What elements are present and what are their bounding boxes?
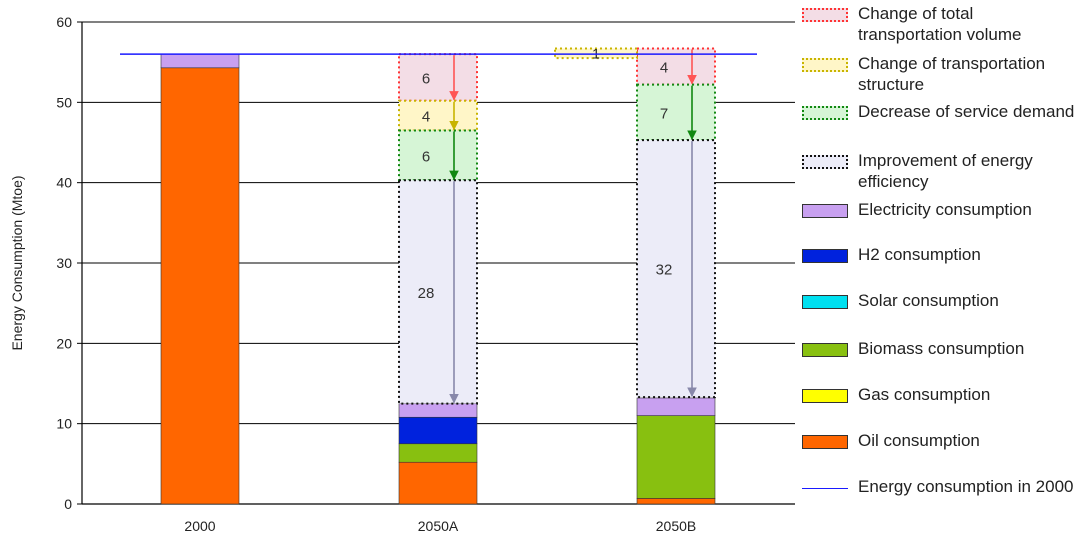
reduction-box-decrease-of-service-demand <box>636 83 716 142</box>
legend-label: Improvement of energy efficiency <box>858 151 1033 191</box>
legend-label: H2 consumption <box>858 245 981 264</box>
bar-segment-biomass-consumption <box>636 415 716 499</box>
legend-label: Solar consumption <box>858 291 999 310</box>
reduction-value-label: 4 <box>660 60 668 77</box>
legend-swatch <box>802 435 848 449</box>
x-tick-label: 2000 <box>184 518 215 534</box>
y-axis-label: Energy Consumption (Mtoe) <box>9 175 25 350</box>
reduction-value-label: 4 <box>422 109 430 126</box>
legend-label: Decrease of service demand <box>858 102 1075 121</box>
reduction-box-decrease-of-service-demand <box>398 129 478 182</box>
legend-label: Energy consumption in 2000 <box>858 477 1074 496</box>
y-tick-label: 20 <box>56 335 72 351</box>
legend-swatch <box>802 58 848 72</box>
legend-label: Biomass consumption <box>858 339 1025 358</box>
legend-swatch <box>802 488 848 489</box>
y-tick-label: 50 <box>56 94 72 110</box>
y-tick-label: 40 <box>56 175 72 191</box>
reduction-box-improvement-of-energy-efficiency <box>398 179 478 405</box>
chart-plot-area: 0 10 20 30 40 50 60 Energy Consumption (Mtoe) 20… <box>9 14 795 534</box>
reduction-box-change-of-transportation-structure <box>398 99 478 132</box>
legend-label: Electricity consumption <box>858 200 1032 219</box>
bar-segment-biomass-consumption <box>398 443 478 463</box>
legend-swatch <box>802 249 848 263</box>
legend-swatch <box>802 155 848 169</box>
reduction-value-label: 6 <box>422 70 430 87</box>
x-tick-label: 2050A <box>418 518 459 534</box>
y-tick-label: 30 <box>56 255 72 271</box>
y-tick-label: 10 <box>56 416 72 432</box>
bar-segment-oil-consumption <box>160 67 240 505</box>
bar-segment-electricity-consumption <box>398 403 478 418</box>
reduction-value-label: 32 <box>656 262 673 279</box>
reduction-value-label: 28 <box>418 285 435 302</box>
legend-swatch <box>802 8 848 22</box>
bar-segment-h2-consumption <box>398 416 478 445</box>
legend-swatch <box>802 295 848 309</box>
y-tick-label: 0 <box>64 496 72 512</box>
legend-label: Change of transportation structure <box>858 54 1046 94</box>
bar-segment-oil-consumption <box>398 461 478 505</box>
reduction-box-improvement-of-energy-efficiency <box>636 139 716 399</box>
x-tick-label: 2050B <box>656 518 696 534</box>
legend-swatch <box>802 389 848 403</box>
legend-label: Change of total transportation volume <box>858 4 1022 44</box>
reduction-value-label: 6 <box>422 148 430 165</box>
reduction-box-change-of-total-transportation-volume <box>398 53 478 102</box>
increase-box-change-of-transportation-structure <box>554 47 638 60</box>
reduction-value-label: 7 <box>660 105 668 122</box>
legend-swatch <box>802 204 848 218</box>
legend-label: Oil consumption <box>858 431 980 450</box>
legend-label: Gas consumption <box>858 385 991 404</box>
y-tick-label: 60 <box>56 14 72 30</box>
bar-segment-oil-consumption <box>636 498 716 505</box>
increase-value-label: 1 <box>592 45 600 61</box>
legend-swatch <box>802 106 848 120</box>
legend-swatch <box>802 343 848 357</box>
bar-segment-electricity-consumption <box>160 53 240 69</box>
bar-segment-electricity-consumption <box>636 397 716 416</box>
